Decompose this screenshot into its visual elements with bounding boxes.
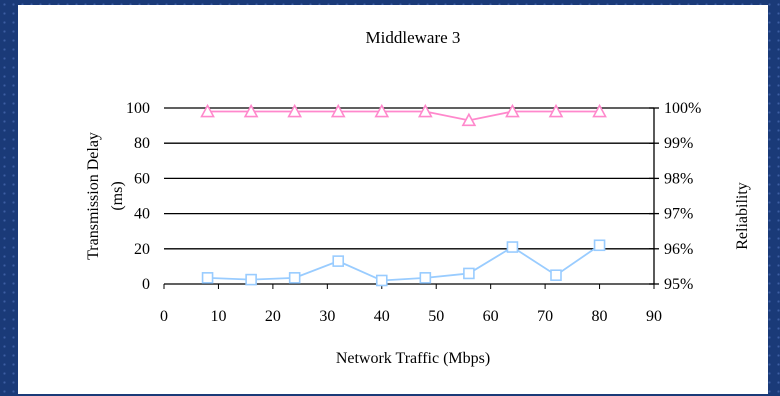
x-axis-label: Network Traffic (Mbps) xyxy=(336,350,490,367)
x-tick-label: 0 xyxy=(160,308,168,325)
x-tick-label: 80 xyxy=(592,308,608,325)
data-point-triangle xyxy=(461,112,477,127)
data-point-square xyxy=(463,267,475,280)
data-point-triangle xyxy=(592,103,607,118)
data-point-triangle xyxy=(287,103,303,118)
chart-panel: Middleware 3 0 20 40 60 80 100 0 10 20 30 40 50 60 70… xyxy=(18,5,768,394)
data-point-triangle xyxy=(505,103,520,118)
data-point-square xyxy=(419,272,432,284)
y2-tick-label: 100% xyxy=(664,100,701,117)
data-point-square xyxy=(506,241,519,253)
series-line-1 xyxy=(207,110,600,122)
x-tick-label: 60 xyxy=(483,308,499,325)
data-point-triangle xyxy=(548,103,564,118)
x-tick-label: 20 xyxy=(265,308,281,325)
right-y-axis-label: Reliability xyxy=(734,182,751,250)
data-point-triangle xyxy=(330,103,346,118)
data-point-square xyxy=(288,272,301,284)
y-axis-label: Transmission Delay (ms) xyxy=(85,132,126,260)
data-point-triangle xyxy=(200,103,215,118)
x-tick-label: 40 xyxy=(374,308,390,325)
y2-tick-label: 95% xyxy=(664,276,693,293)
line-chart: Middleware 3 0 20 40 60 80 100 0 10 20 30 40 50 60 70… xyxy=(85,28,751,367)
data-point-triangle xyxy=(417,103,433,118)
y2-tick-label: 99% xyxy=(664,135,693,152)
chart-title: Middleware 3 xyxy=(366,28,461,47)
x-tick-label: 10 xyxy=(210,308,226,325)
x-tick-label: 70 xyxy=(537,308,553,325)
data-point-triangle xyxy=(374,103,390,118)
y-tick-label: 80 xyxy=(134,135,150,152)
y2-tick-label: 96% xyxy=(664,241,693,258)
y-tick-label: 40 xyxy=(134,206,150,223)
data-point-triangle xyxy=(243,103,259,118)
data-point-square xyxy=(550,269,562,282)
data-point-square xyxy=(201,272,214,284)
y-tick-label: 60 xyxy=(134,170,150,187)
data-point-square xyxy=(593,239,606,252)
y2-tick-label: 97% xyxy=(664,206,693,223)
y-tick-label: 100 xyxy=(126,100,150,117)
y-tick-label: 20 xyxy=(134,241,150,258)
x-tick-label: 30 xyxy=(319,308,335,325)
series-line-0 xyxy=(207,244,601,282)
y2-tick-label: 98% xyxy=(664,170,693,187)
x-tick-label: 90 xyxy=(646,308,662,325)
data-point-square xyxy=(375,274,388,287)
data-point-square xyxy=(332,255,345,267)
y-tick-label: 0 xyxy=(142,276,150,293)
x-tick-label: 50 xyxy=(428,308,444,325)
data-point-square xyxy=(245,273,257,286)
